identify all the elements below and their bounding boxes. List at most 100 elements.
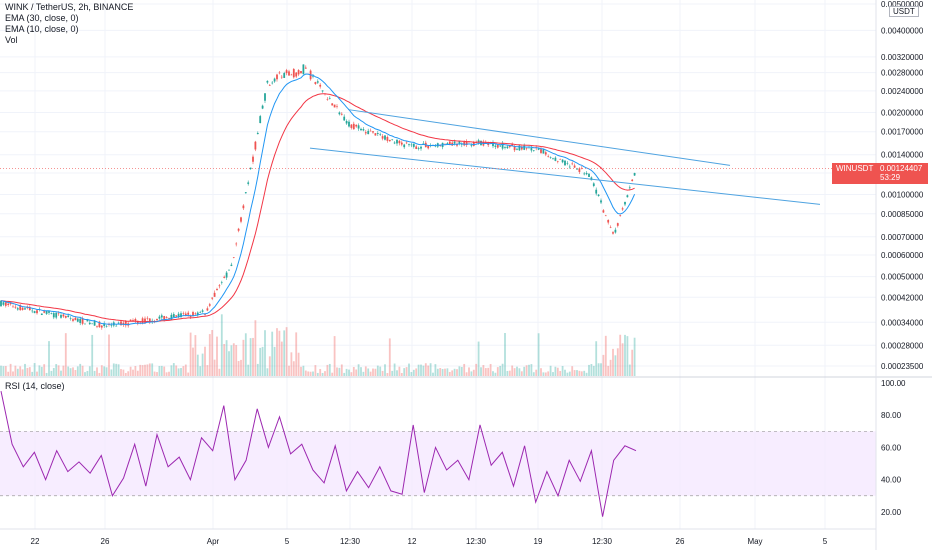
candle-body — [21, 307, 24, 310]
candle-body — [360, 128, 362, 131]
volume-bar — [43, 364, 46, 376]
candle-body — [523, 145, 526, 150]
volume-bar — [535, 369, 538, 376]
current-price-tag: WINUSDT 0.00124407 53:29 — [832, 162, 928, 184]
candle-body — [525, 148, 528, 149]
candle-body — [518, 145, 521, 151]
volume-bar — [415, 368, 418, 376]
volume-bar — [256, 363, 259, 376]
candle-body — [136, 320, 139, 324]
volume-bar — [300, 366, 302, 376]
time-tick-label: 12:30 — [466, 537, 487, 546]
candle-body — [259, 116, 262, 124]
volume-bar — [213, 359, 216, 376]
volume-bar — [280, 341, 283, 376]
rsi-tick-label: 20.00 — [881, 508, 902, 517]
candle-body — [621, 208, 624, 210]
volume-bar — [528, 364, 530, 376]
candle-body — [585, 173, 588, 175]
candle-body — [578, 168, 581, 172]
volume-bar — [482, 365, 485, 376]
candle-body — [434, 145, 437, 147]
price-tick-label: 0.00042000 — [881, 293, 924, 302]
volume-bar — [422, 365, 425, 376]
candle-body — [304, 67, 307, 69]
volume-bar — [592, 365, 595, 376]
volume-bar — [55, 364, 58, 376]
candle-body — [110, 325, 113, 326]
candle-body — [568, 166, 571, 168]
volume-bar — [72, 367, 74, 376]
volume-bar — [312, 371, 314, 376]
volume-bar — [314, 365, 317, 376]
currency-label[interactable]: USDT — [889, 6, 919, 17]
volume-bar — [153, 371, 156, 376]
price-tag-value: 0.00124407 — [880, 163, 923, 173]
volume-bar — [540, 368, 542, 376]
volume-bar — [568, 371, 571, 376]
candle-body — [597, 194, 600, 196]
volume-bar — [614, 355, 617, 376]
candle-body — [189, 316, 192, 318]
volume-bar — [343, 372, 346, 376]
channel-upper-line — [347, 109, 731, 166]
candle-body — [276, 74, 278, 80]
volume-bar — [566, 372, 569, 376]
candle-body — [340, 113, 343, 115]
candle-body — [316, 81, 319, 83]
volume-bar — [84, 372, 86, 376]
volume-bar — [420, 364, 422, 376]
candle-body — [271, 82, 274, 84]
candle-body — [367, 130, 370, 135]
volume-bar — [93, 370, 96, 376]
candle-body — [7, 303, 10, 305]
volume-bar — [480, 367, 482, 376]
candle-body — [81, 318, 84, 324]
candle-body — [117, 322, 120, 324]
volume-bar — [67, 366, 70, 376]
volume-bar — [19, 366, 22, 376]
candle-body — [252, 156, 254, 162]
volume-bar — [612, 348, 614, 376]
volume-bar — [76, 366, 79, 376]
volume-bar — [177, 368, 180, 376]
candle-body — [177, 313, 180, 318]
candle-body — [396, 139, 398, 144]
candle-body — [537, 148, 540, 150]
volume-bar — [333, 336, 336, 376]
volume-bar — [163, 366, 166, 376]
candle-body — [254, 141, 257, 150]
candle-body — [84, 323, 86, 325]
candle-body — [237, 228, 240, 231]
volume-bar — [268, 356, 271, 376]
volume-bar — [465, 372, 468, 376]
volume-bar — [122, 369, 125, 376]
candle-body — [566, 162, 569, 164]
candle-body — [79, 318, 82, 323]
volume-bar — [595, 341, 598, 376]
volume-bar — [120, 369, 122, 376]
volume-bar — [552, 372, 554, 376]
volume-bar — [463, 363, 466, 376]
candle-body — [463, 141, 466, 146]
volume-bar — [547, 371, 550, 376]
candle-body — [12, 306, 14, 308]
volume-bar — [602, 354, 605, 376]
ema-10-legend: EMA (10, close, 0) — [5, 24, 79, 34]
volume-bar — [12, 371, 14, 376]
volume-bar — [609, 359, 612, 376]
candle-body — [69, 318, 72, 319]
candle-body — [88, 322, 91, 325]
candle-body — [16, 308, 19, 310]
volume-bar — [33, 363, 36, 376]
time-tick-label: May — [747, 537, 762, 546]
volume-bar — [9, 363, 12, 376]
volume-legend: Vol — [5, 35, 18, 45]
volume-bar — [115, 363, 118, 376]
volume-bar — [441, 368, 444, 376]
volume-bar — [136, 370, 139, 376]
candle-body — [506, 146, 509, 149]
volume-bar — [244, 333, 247, 376]
candle-body — [249, 167, 252, 170]
volume-bar — [103, 366, 106, 376]
